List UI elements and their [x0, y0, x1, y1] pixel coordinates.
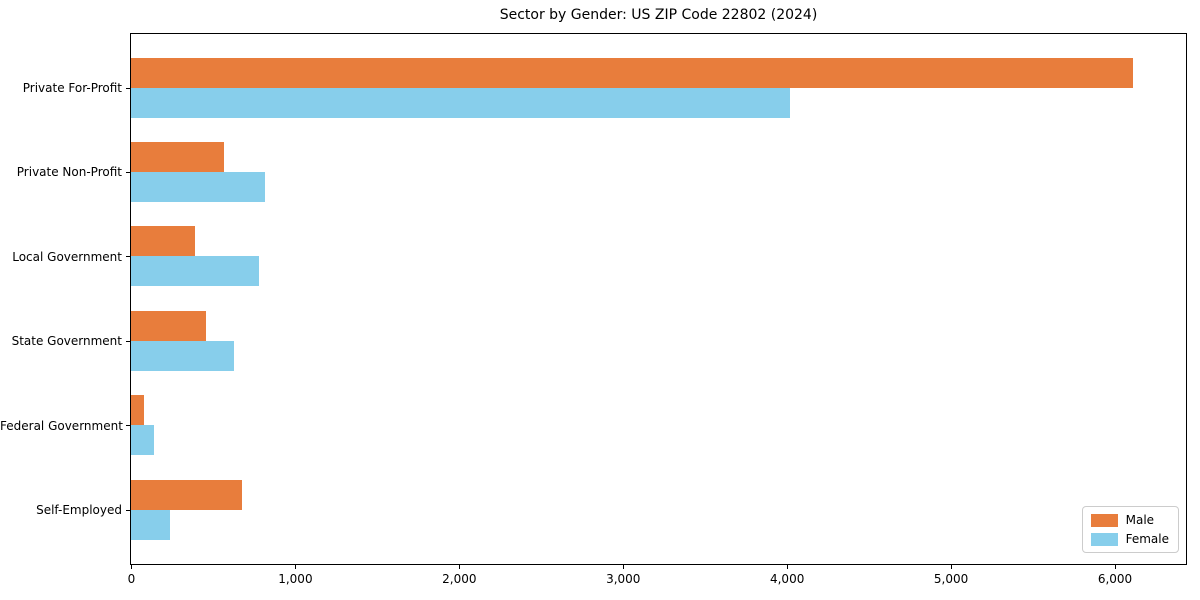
x-tick-label-2: 2,000 — [442, 572, 477, 586]
bar-female-3 — [131, 340, 235, 371]
y-tick-2 — [126, 256, 130, 258]
x-tick-5 — [950, 565, 952, 569]
legend-swatch-female — [1090, 532, 1118, 546]
x-tick-1 — [294, 565, 297, 569]
y-tick-1 — [126, 171, 130, 174]
x-tick-label-5: 5,000 — [933, 572, 969, 586]
x-tick-3 — [622, 565, 624, 569]
category-label-1: Private Non-Profit — [16, 165, 122, 180]
bar-female-2 — [131, 256, 259, 287]
x-tick-4 — [786, 565, 788, 569]
bar-male-2 — [131, 226, 195, 257]
x-tick-6 — [1114, 565, 1116, 569]
legend-item-female: Female — [1090, 532, 1169, 546]
category-label-2: Local Government — [12, 249, 122, 264]
bar-male-3 — [131, 310, 207, 341]
category-label-5: Self-Employed — [36, 503, 122, 517]
x-tick-label-4: 4,000 — [769, 572, 805, 586]
x-tick-label-0: 0 — [127, 572, 136, 586]
legend-swatch-male — [1090, 513, 1118, 527]
bar-male-4 — [131, 395, 145, 426]
bar-female-4 — [131, 425, 154, 456]
bar-male-5 — [131, 479, 243, 510]
y-tick-5 — [126, 509, 130, 511]
y-tick-0 — [126, 87, 130, 89]
y-tick-3 — [126, 340, 130, 342]
x-tick-label-3: 3,000 — [606, 572, 641, 586]
bar-female-5 — [131, 509, 170, 540]
category-label-3: State Government — [11, 334, 122, 349]
plot-area — [130, 33, 1187, 565]
bar-female-1 — [131, 171, 266, 202]
legend-label-female: Female — [1125, 532, 1169, 546]
y-tick-4 — [126, 425, 130, 427]
category-label-4: Federal Government — [0, 418, 123, 433]
x-tick-label-1: 1,000 — [278, 572, 313, 586]
legend-label-male: Male — [1125, 513, 1155, 527]
x-tick-0 — [131, 565, 133, 569]
x-tick-2 — [458, 565, 461, 569]
bar-female-0 — [131, 87, 790, 118]
legend: Male Female — [1081, 506, 1179, 553]
chart-title: Sector by Gender: US ZIP Code 22802 (202… — [499, 7, 818, 23]
x-tick-label-6: 6,000 — [1097, 572, 1133, 586]
bar-male-0 — [131, 57, 1133, 88]
legend-item-male: Male — [1090, 513, 1169, 527]
category-label-0: Private For-Profit — [22, 81, 122, 95]
bar-male-1 — [131, 141, 225, 172]
